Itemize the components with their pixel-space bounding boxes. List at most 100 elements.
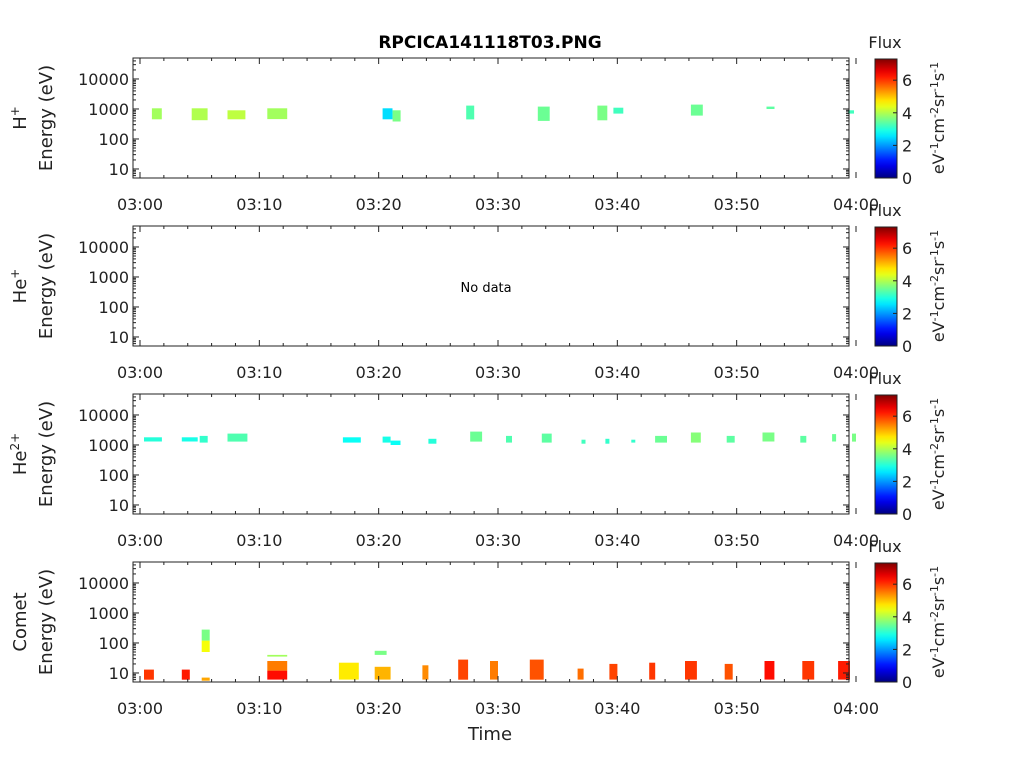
colorbar-tick-label: 6: [902, 71, 912, 90]
data-cell: [581, 439, 586, 444]
colorbar-title: Flux: [868, 33, 901, 52]
x-tick-label: 03:30: [475, 699, 521, 718]
data-cell: [382, 436, 391, 443]
colorbar-tick-label: 2: [902, 472, 912, 491]
colorbar-tick-label: 0: [902, 337, 912, 356]
x-tick-label: 04:00: [833, 699, 879, 718]
x-tick-label: 03:20: [356, 195, 402, 214]
data-cell: [470, 431, 483, 442]
x-tick-label: 04:00: [833, 363, 879, 382]
x-tick-label: 03:00: [117, 363, 163, 382]
x-tick-label: 03:50: [714, 699, 760, 718]
figure-title: RPCICA141118T03.PNG: [378, 33, 601, 53]
panels: 03:00 03:10 03:20 03:30 03:40 03:50 04:0010100…: [8, 33, 948, 718]
data-cell: [529, 659, 544, 680]
data-cell: [724, 663, 733, 680]
data-cell: [342, 437, 361, 443]
y-tick-label: 1000: [88, 268, 129, 287]
y-axis-unit: Energy (eV): [36, 233, 57, 339]
y-tick-label: 1000: [88, 100, 129, 119]
data-cell: [144, 437, 162, 442]
colorbar-title: Flux: [868, 537, 901, 556]
data-cell: [609, 663, 618, 680]
x-tick-label: 03:50: [714, 363, 760, 382]
y-tick-label: 10: [109, 160, 129, 179]
y-axis-unit: Energy (eV): [36, 401, 57, 507]
y-tick-label: 100: [98, 634, 129, 653]
x-tick-label: 03:30: [475, 531, 521, 550]
x-tick-label: 03:50: [714, 531, 760, 550]
no-data-annotation: No data: [461, 281, 512, 296]
y-axis-species: Comet: [10, 592, 31, 651]
data-cell: [832, 434, 837, 442]
data-cell: [506, 435, 512, 443]
data-cell: [428, 438, 437, 444]
colorbar-unit: eV-1cm-2sr-1s-1: [928, 398, 949, 510]
x-tick-label: 03:10: [236, 531, 282, 550]
data-cell: [382, 108, 393, 120]
data-cell: [726, 435, 735, 443]
y-tick-label: 10000: [78, 406, 129, 425]
data-cell: [802, 661, 815, 680]
x-tick-label: 03:30: [475, 363, 521, 382]
colorbar-tick-label: 4: [902, 104, 912, 123]
data-cell: [181, 669, 190, 680]
data-cell: [374, 666, 391, 680]
x-tick-label: 03:00: [117, 699, 163, 718]
y-tick-label: 10: [109, 328, 129, 347]
y-tick-label: 10: [109, 664, 129, 683]
colorbar-tick-label: 6: [902, 239, 912, 258]
data-cell: [597, 105, 608, 121]
data-cell: [490, 661, 498, 680]
data-cell: [605, 438, 610, 444]
colorbar-tick-label: 2: [902, 136, 912, 155]
data-cell: [392, 110, 401, 122]
data-cell: [267, 661, 288, 671]
data-cell: [838, 661, 850, 680]
y-tick-label: 100: [98, 466, 129, 485]
y-axis-species: He2+: [8, 433, 31, 475]
data-cell: [541, 433, 552, 443]
x-tick-label: 03:00: [117, 531, 163, 550]
colorbar-tick-label: 6: [902, 407, 912, 426]
data-cell: [267, 654, 288, 657]
x-tick-label: 03:10: [236, 363, 282, 382]
x-tick-label: 04:00: [833, 195, 879, 214]
data-cell: [685, 661, 697, 680]
data-cell: [613, 107, 624, 114]
colorbar: [874, 562, 898, 683]
x-tick-label: 04:00: [833, 531, 879, 550]
data-cell: [848, 110, 854, 114]
x-tick-label: 03:00: [117, 195, 163, 214]
colorbar-tick-label: 2: [902, 640, 912, 659]
data-cell: [631, 439, 636, 443]
y-axis-species: He+: [8, 269, 31, 304]
data-cell: [766, 106, 775, 109]
data-cell: [201, 640, 210, 652]
data-cell: [577, 668, 584, 680]
data-cell: [151, 108, 162, 120]
colorbar: [874, 226, 898, 347]
colorbar-tick-label: 2: [902, 304, 912, 323]
data-cell: [267, 670, 288, 680]
x-tick-label: 03:10: [236, 699, 282, 718]
panel-4: 03:00 03:10 03:20 03:30 03:40 03:50 04:00 10 100…: [10, 537, 948, 718]
data-cell: [422, 665, 429, 680]
y-axis-unit: Energy (eV): [36, 65, 57, 171]
x-tick-label: 03:40: [594, 531, 640, 550]
data-cell: [800, 435, 807, 443]
colorbar: [874, 394, 898, 515]
data-cell: [690, 104, 703, 116]
data-cell: [227, 433, 248, 442]
x-tick-label: 03:40: [594, 699, 640, 718]
data-cell: [690, 432, 701, 443]
data-cell: [338, 662, 359, 680]
data-cell: [191, 108, 208, 121]
x-tick-label: 03:50: [714, 195, 760, 214]
data-cell: [144, 669, 154, 680]
colorbar-tick-label: 4: [902, 440, 912, 459]
panel-3: 03:00 03:10 03:20 03:30 03:40 03:50 04:00 10 100…: [8, 369, 948, 550]
colorbar-tick-label: 4: [902, 608, 912, 627]
x-axis-title: Time: [467, 724, 512, 745]
colorbar-tick-label: 0: [902, 673, 912, 692]
